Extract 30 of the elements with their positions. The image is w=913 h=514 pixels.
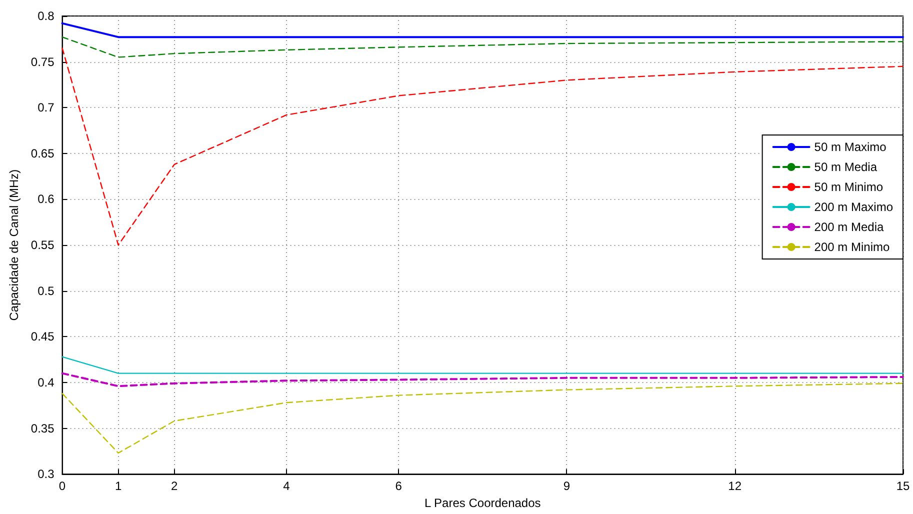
legend-label: 50 m Maximo [814, 140, 887, 154]
line-series [62, 382, 904, 454]
legend-label: 50 m Minimo [814, 180, 884, 194]
x-tick-label: 9 [563, 479, 570, 494]
x-tick-label: 4 [283, 479, 290, 494]
legend-label: 200 m Maximo [814, 200, 894, 214]
legend-label: 50 m Media [814, 160, 878, 174]
y-tick-label: 0.35 [30, 421, 55, 436]
line-series [61, 372, 904, 388]
x-tick-label: 0 [58, 479, 66, 494]
y-axis-title: Capacidade de Canal (MHz) [7, 169, 21, 321]
y-tick-label: 0.75 [30, 54, 55, 69]
legend-label: 200 m Minimo [814, 240, 890, 254]
x-tick-label: 12 [728, 479, 742, 494]
x-tick-label: 6 [395, 479, 402, 494]
y-tick-label: 0.7 [38, 100, 55, 115]
y-tick-label: 0.6 [38, 192, 55, 206]
y-tick-label: 0.5 [38, 284, 55, 298]
y-tick-label: 0.3 [38, 467, 55, 482]
line-series [62, 36, 904, 58]
y-tick-label: 0.65 [30, 146, 55, 160]
y-tick-label: 0.55 [30, 238, 55, 252]
y-tick-label: 0.4 [38, 375, 55, 390]
y-tick-label: 0.8 [38, 9, 55, 23]
x-tick-label: 2 [171, 479, 178, 494]
legend-label: 200 m Media [814, 220, 884, 234]
y-tick-label: 0.45 [30, 330, 55, 344]
x-tick-label: 15 [896, 479, 910, 494]
x-axis-title: L Pares Coordenados [424, 496, 541, 510]
x-tick-label: 1 [114, 479, 122, 494]
